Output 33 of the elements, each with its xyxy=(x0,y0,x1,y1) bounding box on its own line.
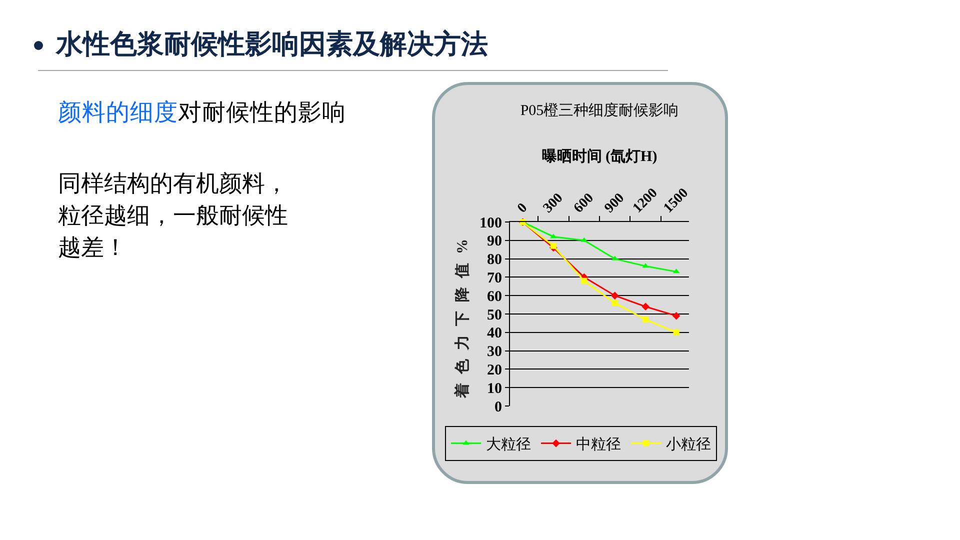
y-tick-label: 40 xyxy=(487,326,502,342)
legend-label: 中粒径 xyxy=(576,436,622,454)
y-axis-title: 着色力下降值% xyxy=(452,230,471,399)
y-tick-label: 90 xyxy=(487,234,502,250)
x-tick-label: 900 xyxy=(602,190,628,216)
y-tick-label: 60 xyxy=(487,288,502,305)
x-tick-label: 300 xyxy=(540,190,566,216)
y-tick-label: 30 xyxy=(487,344,502,360)
y-tick-label: 10 xyxy=(487,380,502,397)
y-tick-label: 80 xyxy=(487,252,502,268)
y-tick-label: 50 xyxy=(487,307,502,324)
text: 同样结构的有机颜料，粒径越细，一般耐候性越差！ xyxy=(58,170,289,263)
point xyxy=(612,300,618,306)
legend-label: 大粒径 xyxy=(486,436,532,454)
text: 水性色浆耐候性影响因素及解决方法 xyxy=(56,28,488,62)
y-tick-label: 20 xyxy=(487,362,502,378)
text: 对耐候性的影响 xyxy=(178,98,346,126)
point xyxy=(642,316,649,323)
x-axis-title: 曝晒时间 (氙灯H) xyxy=(542,148,658,166)
legend-label: 小粒径 xyxy=(666,436,712,454)
y-tick-label: 70 xyxy=(487,270,502,286)
x-tick-label: 600 xyxy=(571,190,597,216)
x-tick-label: 0 xyxy=(514,200,530,216)
point xyxy=(550,242,556,249)
point xyxy=(672,312,680,320)
point xyxy=(610,292,619,300)
point xyxy=(581,278,588,284)
y-tick-label: 100 xyxy=(480,215,502,232)
point xyxy=(642,302,650,311)
point xyxy=(673,329,680,336)
text: 颜料的细度 xyxy=(58,98,178,126)
chart-subtitle: P05橙三种细度耐候影响 xyxy=(520,102,679,120)
y-tick-label: 0 xyxy=(494,399,502,416)
